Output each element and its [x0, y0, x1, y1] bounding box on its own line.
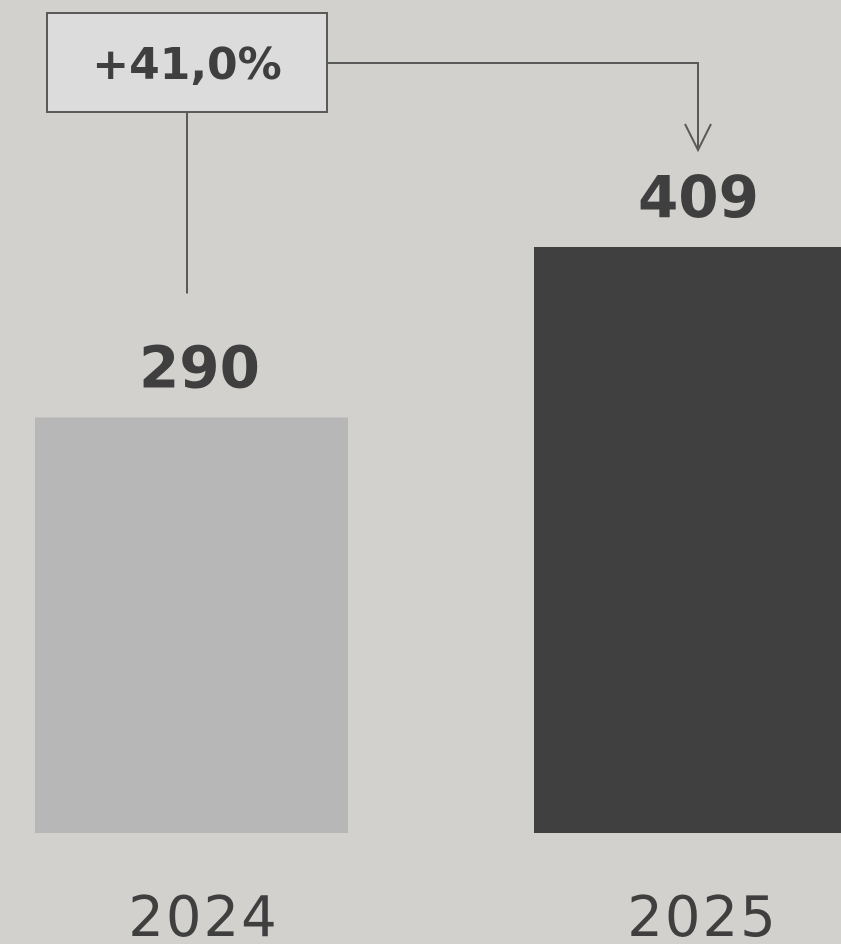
change-badge: [46, 12, 328, 113]
change-percentage-label: +41,0%: [92, 39, 282, 90]
labels-layer: 290 2024 409 2025: [128, 163, 778, 944]
bar-2025: [534, 247, 841, 833]
change-connector-line: [186, 62, 699, 294]
arrow-down-icon: [684, 123, 712, 153]
bar-2024: [35, 417, 348, 833]
value-label-2025: 409: [638, 163, 759, 231]
change-annotation: +41,0%: [46, 12, 712, 294]
value-label-2024: 290: [139, 333, 260, 401]
category-label-2025: 2025: [627, 885, 778, 944]
category-label-2024: 2024: [128, 885, 279, 944]
bars-layer: [35, 247, 841, 833]
